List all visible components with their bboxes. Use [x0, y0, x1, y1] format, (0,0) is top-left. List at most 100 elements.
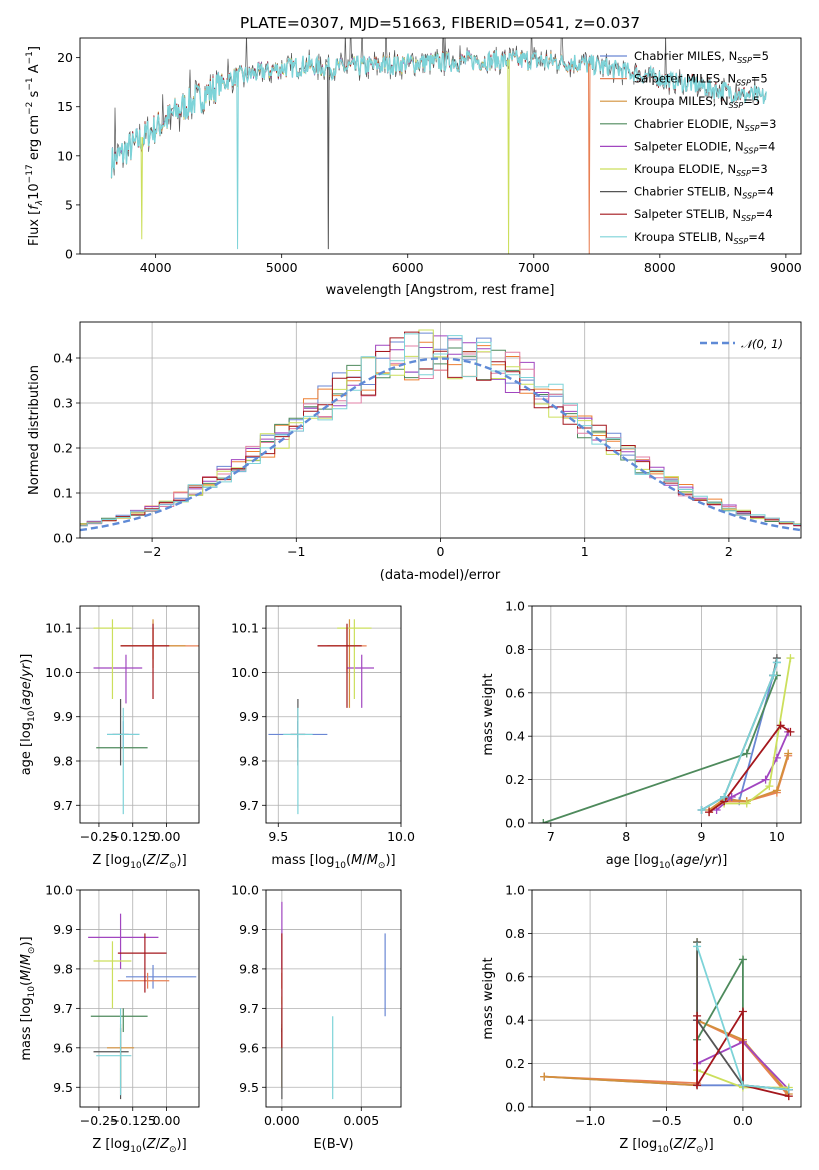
weight-marker [720, 792, 729, 801]
y-tick-label: 20 [57, 50, 73, 65]
x-tick-label: −0.25 [80, 1113, 118, 1128]
x-tick-label: 0.00 [153, 1113, 181, 1128]
y-tick-label: 10 [57, 148, 73, 163]
weight-marker [539, 819, 548, 823]
error-point [120, 628, 199, 660]
age-vs-mass-axes: 9.5 10.0 9.7 9.8 9.9 10.0 10.1 mass [log10(M/M⊙… [231, 605, 415, 871]
y-tick-label: 0.1 [53, 486, 73, 501]
weight-line [701, 657, 778, 811]
mass-vs-ebv-marks [281, 901, 386, 1100]
weight-line [724, 657, 792, 805]
x-tick-label: 7 [547, 829, 555, 844]
mass-vs-Z-xlabel: Z [log10(Z/Z⊙)] [92, 1137, 186, 1155]
mass-vs-ebv-axes: 0.000 0.005 9.5 9.6 9.7 9.8 9.9 10.0 E(B-V) [231, 883, 402, 1152]
x-tick-label: 1 [581, 544, 589, 559]
weight-marker [738, 1081, 747, 1090]
error-point [93, 654, 143, 704]
weight-marker [776, 721, 785, 730]
y-tick-label: 0.4 [505, 1013, 525, 1028]
legend-entry: Kroupa STELIB, NSSP=4 [634, 230, 765, 246]
x-tick-label: 0 [437, 544, 445, 559]
weights-vs-Z-axes: −1.0 −0.5 0.0 0.0 0.2 0.4 0.6 0.8 1.0 Z [log10(Z/… [481, 883, 802, 1155]
weight-marker [784, 1085, 793, 1094]
error-point [327, 619, 362, 708]
x-tick-label: 10 [769, 829, 785, 844]
age-vs-mass-frame [265, 605, 402, 824]
y-tick-label: 5 [65, 197, 73, 212]
weight-marker [697, 805, 706, 814]
weight-marker [772, 658, 781, 667]
x-tick-label: 5000 [266, 260, 298, 275]
residuals-xlabel: (data-model)/error [380, 568, 501, 583]
mass-vs-ebv-frame [265, 889, 402, 1108]
x-tick-label: −1.0 [575, 1113, 605, 1128]
x-tick-label: 6000 [392, 260, 424, 275]
y-tick-label: 9.7 [239, 1001, 259, 1016]
mass-vs-Z-marks [88, 913, 197, 1100]
x-tick-label: −0.125 [110, 1113, 156, 1128]
spectrum-dip [236, 76, 239, 250]
spectrum-line [111, 51, 586, 178]
error-point [283, 707, 313, 815]
error-point [107, 707, 140, 815]
weight-marker [738, 1007, 747, 1016]
y-tick-label: 10.1 [231, 621, 259, 636]
x-tick-label: 9.5 [268, 829, 288, 844]
x-tick-label: 10.0 [387, 829, 415, 844]
y-tick-label: 10.0 [231, 883, 259, 898]
y-tick-label: 0.8 [505, 926, 525, 941]
age-vs-Z-marks [93, 619, 199, 815]
legend-entry: Chabrier STELIB, NSSP=4 [634, 185, 774, 201]
legend-entry: Salpeter MILES, NSSP=5 [634, 72, 768, 88]
spectrum-line [111, 51, 508, 179]
x-tick-label: 8000 [644, 260, 676, 275]
weight-marker [765, 782, 774, 791]
spectrum-legend: Chabrier MILES, NSSP=5 Salpeter MILES, NS… [600, 49, 776, 246]
spectrum-ylabel: Flux [fλ10−17 erg cm−2 s−1 A−1] [25, 46, 45, 246]
error-point [317, 623, 362, 708]
residuals-marks [80, 329, 801, 532]
figure-title: PLATE=0307, MJD=51663, FIBERID=0541, z=0… [240, 14, 640, 32]
legend-entry: Salpeter ELODIE, NSSP=4 [634, 139, 775, 155]
weight-marker [738, 955, 747, 964]
x-tick-label: 0.00 [153, 829, 181, 844]
legend-entry: Kroupa ELODIE, NSSP=3 [634, 162, 768, 178]
weights-vs-Z-xlabel: Z [log10(Z/Z⊙)] [619, 1137, 713, 1155]
y-tick-label: 0.2 [505, 772, 525, 787]
weight-marker [693, 942, 702, 951]
error-point [117, 933, 167, 993]
legend-entry: Kroupa MILES, NSSP=5 [634, 94, 760, 110]
plots: 4000 5000 6000 7000 8000 900005101520waveleng… [19, 37, 802, 1155]
x-tick-label: 7000 [518, 260, 550, 275]
spectrum-axes: 4000 5000 6000 7000 8000 9000 0 5 10 15 20 waveleng… [25, 37, 802, 298]
mass-vs-Z-ylabel: mass [log10(M/M⊙)] [19, 936, 37, 1060]
weight-marker [693, 1081, 702, 1090]
error-point [337, 619, 372, 699]
x-tick-label: −1 [287, 544, 305, 559]
y-tick-label: 9.6 [239, 1040, 259, 1055]
spectrum-line [111, 50, 586, 179]
y-tick-label: 9.8 [239, 961, 259, 976]
weight-marker [742, 749, 751, 758]
error-point [317, 628, 367, 673]
y-tick-label: 1.0 [505, 599, 525, 614]
spectrum-dip [507, 59, 510, 254]
y-tick-label: 9.7 [53, 1001, 73, 1016]
y-tick-label: 0.8 [505, 642, 525, 657]
y-tick-label: 1.0 [505, 883, 525, 898]
weight-marker [786, 727, 795, 736]
histogram-series [80, 335, 801, 526]
y-tick-label: 10.1 [45, 621, 73, 636]
y-tick-label: 0.0 [505, 1100, 525, 1115]
x-tick-label: 8 [622, 829, 630, 844]
y-tick-label: 9.7 [53, 798, 73, 813]
age-vs-Z-frame [79, 605, 200, 824]
weight-line [708, 724, 791, 813]
residuals-ylabel: Normed distribution [27, 365, 42, 495]
x-tick-label: −0.25 [80, 829, 118, 844]
weights-vs-age-xlabel: age [log10(age/yr)] [606, 853, 728, 871]
weight-marker [769, 671, 778, 680]
y-tick-label: 0.2 [53, 441, 73, 456]
